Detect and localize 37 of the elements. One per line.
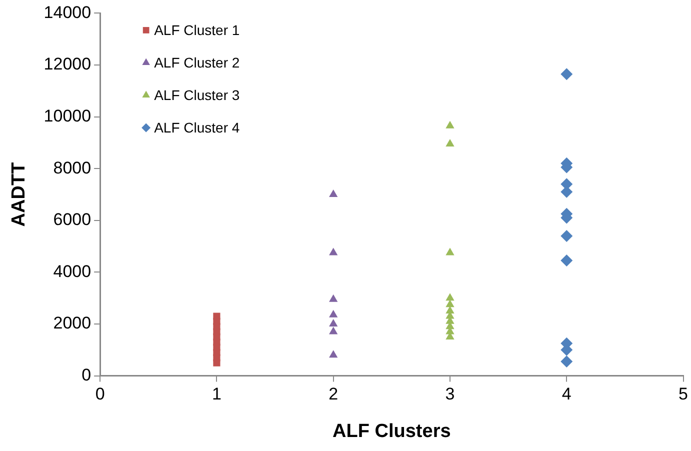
point — [329, 326, 338, 334]
y-tick-label: 0 — [82, 365, 92, 384]
y-tick-label: 6000 — [53, 210, 92, 230]
legend-label: ALF Cluster 1 — [154, 22, 240, 38]
point — [329, 319, 338, 326]
point — [329, 310, 338, 318]
legend-label: ALF Cluster 4 — [154, 120, 240, 136]
y-tick-label: 8000 — [53, 158, 92, 178]
y-axis-title: AADTT — [8, 162, 30, 227]
point — [560, 68, 573, 80]
y-tick-label: 12000 — [44, 54, 92, 74]
x-tick-label: 0 — [95, 384, 105, 404]
x-axis-title: ALF Clusters — [332, 420, 451, 442]
legend-label: ALF Cluster 2 — [154, 54, 240, 71]
point — [329, 350, 338, 358]
x-tick-label: 5 — [678, 384, 688, 404]
y-tick-label: 10000 — [44, 106, 92, 126]
y-tick-label: 14000 — [44, 2, 92, 22]
x-tick-label: 2 — [328, 384, 338, 404]
x-tick-label: 1 — [212, 384, 222, 404]
point — [560, 230, 573, 242]
point — [446, 120, 454, 128]
point — [446, 300, 454, 308]
y-tick-label: 2000 — [53, 314, 92, 333]
x-tick-label: 4 — [562, 384, 572, 404]
point — [560, 254, 573, 267]
point — [213, 312, 220, 320]
point — [446, 293, 454, 301]
point — [329, 190, 338, 197]
y-tick-label: 4000 — [53, 262, 92, 281]
x-tick-label: 3 — [445, 384, 455, 404]
point — [446, 248, 454, 256]
point — [446, 138, 454, 146]
legend-label: ALF Cluster 3 — [154, 87, 240, 104]
point — [329, 248, 338, 256]
point — [329, 294, 338, 302]
point — [560, 356, 573, 368]
